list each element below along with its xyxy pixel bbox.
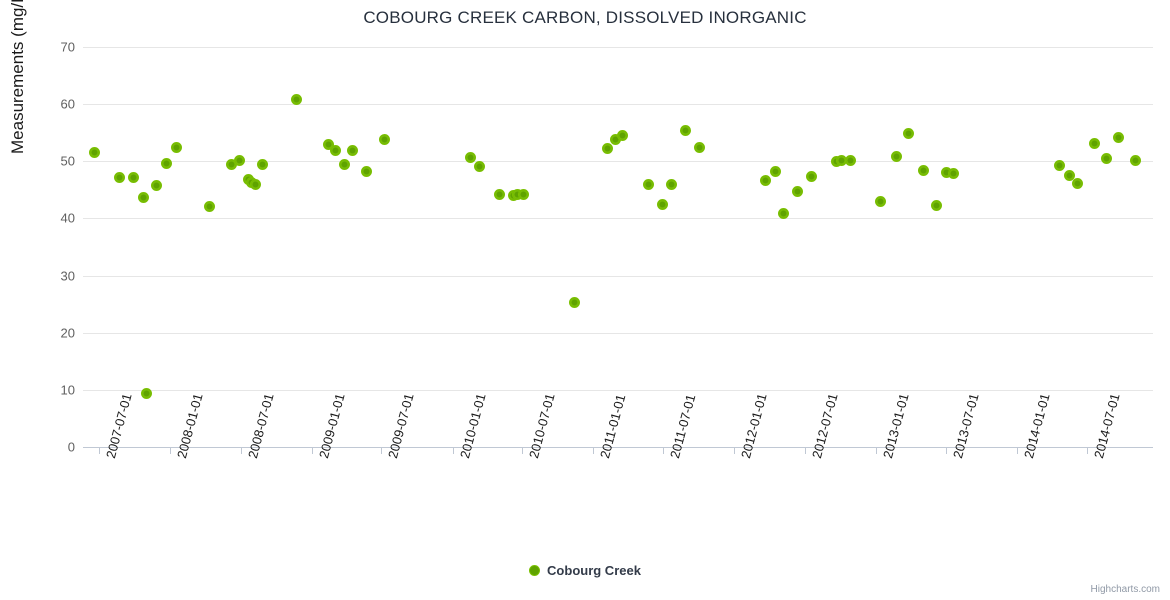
- data-point[interactable]: [249, 179, 261, 191]
- data-point[interactable]: [1113, 131, 1125, 143]
- data-point[interactable]: [151, 179, 163, 191]
- gridline: [83, 47, 1153, 48]
- x-axis-line: [83, 447, 1153, 448]
- x-axis-tick: [593, 447, 595, 454]
- data-point[interactable]: [1089, 137, 1101, 149]
- x-axis-tick: [170, 447, 172, 454]
- data-point[interactable]: [347, 144, 359, 156]
- data-point[interactable]: [465, 152, 477, 164]
- gridline: [83, 161, 1153, 163]
- x-axis-tick: [804, 447, 806, 454]
- data-point[interactable]: [1072, 177, 1084, 189]
- data-point[interactable]: [778, 207, 790, 219]
- data-point[interactable]: [474, 160, 486, 172]
- data-point[interactable]: [568, 296, 580, 308]
- data-point[interactable]: [617, 129, 629, 141]
- legend-item-cobourg-creek[interactable]: Cobourg Creek: [529, 563, 641, 578]
- data-point[interactable]: [204, 201, 216, 213]
- x-axis-tick: [734, 447, 736, 454]
- data-point[interactable]: [890, 150, 902, 162]
- gridline: [83, 275, 1153, 277]
- data-point[interactable]: [171, 141, 183, 153]
- data-point[interactable]: [378, 133, 390, 145]
- data-point[interactable]: [760, 175, 772, 187]
- y-axis-tick-label: 30: [60, 268, 75, 284]
- data-point[interactable]: [1063, 169, 1075, 181]
- x-axis-tick: [381, 447, 383, 454]
- x-axis-tick: [99, 447, 101, 454]
- data-point[interactable]: [88, 147, 100, 159]
- y-axis-tick-label: 60: [60, 96, 75, 112]
- y-axis-tick-label: 0: [67, 439, 75, 455]
- plot-area: [83, 47, 1153, 447]
- data-point[interactable]: [494, 189, 506, 201]
- data-point[interactable]: [694, 141, 706, 153]
- x-axis-tick: [875, 447, 877, 454]
- chart-legend: Cobourg Creek: [0, 563, 1170, 579]
- data-point[interactable]: [931, 200, 943, 212]
- chart-title: COBOURG CREEK CARBON, DISSOLVED INORGANI…: [363, 8, 807, 27]
- data-point[interactable]: [770, 165, 782, 177]
- data-point[interactable]: [792, 185, 804, 197]
- legend-marker-icon: [529, 565, 541, 576]
- data-point[interactable]: [666, 178, 678, 190]
- data-point[interactable]: [360, 165, 372, 177]
- highcharts-credits[interactable]: Highcharts.com: [1090, 584, 1160, 595]
- x-axis-tick: [522, 447, 524, 454]
- data-point[interactable]: [161, 157, 173, 169]
- data-point[interactable]: [656, 199, 668, 211]
- y-axis-tick-label: 70: [60, 39, 75, 55]
- data-point[interactable]: [322, 139, 334, 151]
- gridline: [83, 332, 1153, 334]
- gridline: [83, 104, 1153, 106]
- data-point[interactable]: [874, 196, 886, 208]
- gridline: [83, 218, 1153, 220]
- data-point[interactable]: [1054, 159, 1066, 171]
- legend-item-label: Cobourg Creek: [547, 563, 641, 578]
- y-axis-tick-label: 20: [60, 325, 75, 341]
- data-point[interactable]: [917, 164, 929, 176]
- data-point[interactable]: [517, 189, 529, 201]
- data-point[interactable]: [339, 158, 351, 170]
- y-axis-tick-label: 10: [60, 382, 75, 398]
- data-point[interactable]: [844, 154, 856, 166]
- x-axis-tick: [240, 447, 242, 454]
- data-point[interactable]: [680, 125, 692, 137]
- data-point[interactable]: [233, 154, 245, 166]
- data-point[interactable]: [257, 158, 269, 170]
- data-point[interactable]: [948, 167, 960, 179]
- data-point[interactable]: [602, 143, 614, 155]
- data-point[interactable]: [1101, 153, 1113, 165]
- data-point[interactable]: [903, 128, 915, 140]
- gridline: [83, 389, 1153, 391]
- x-axis-tick: [1086, 447, 1088, 454]
- data-point[interactable]: [642, 179, 654, 191]
- x-axis-tick: [1016, 447, 1018, 454]
- y-axis-tick-label: 40: [60, 210, 75, 226]
- data-point[interactable]: [140, 388, 152, 400]
- y-axis-tick-label: 50: [60, 153, 75, 169]
- data-point[interactable]: [329, 145, 341, 157]
- data-point[interactable]: [805, 170, 817, 182]
- data-point[interactable]: [137, 192, 149, 204]
- y-axis-labels: 0 10 20 30 40 50 60 70: [0, 0, 75, 600]
- x-axis-tick: [311, 447, 313, 454]
- x-axis-tick: [663, 447, 665, 454]
- data-point[interactable]: [127, 172, 139, 184]
- data-point[interactable]: [290, 93, 302, 105]
- x-axis-tick: [945, 447, 947, 454]
- x-axis-tick: [452, 447, 454, 454]
- data-point[interactable]: [114, 172, 126, 184]
- data-point[interactable]: [1129, 155, 1141, 167]
